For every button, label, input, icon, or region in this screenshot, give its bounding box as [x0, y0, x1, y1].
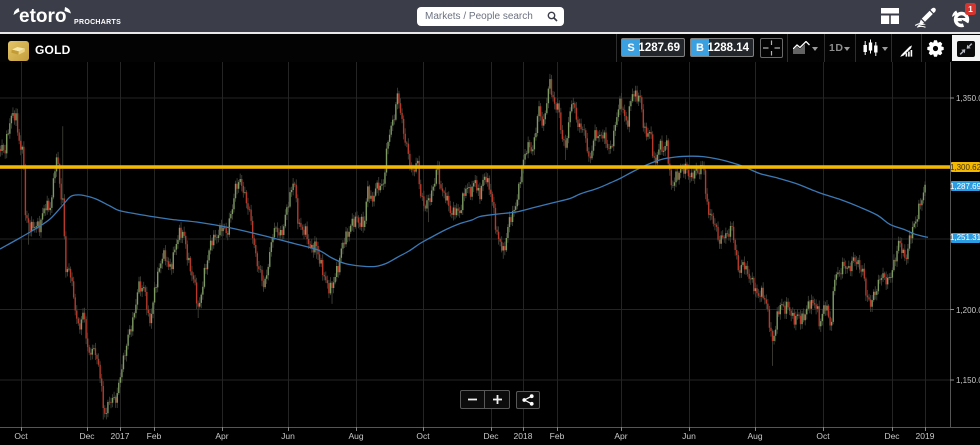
svg-text:PROCHARTS: PROCHARTS [74, 19, 121, 26]
svg-text:etoro: etoro [19, 6, 67, 27]
